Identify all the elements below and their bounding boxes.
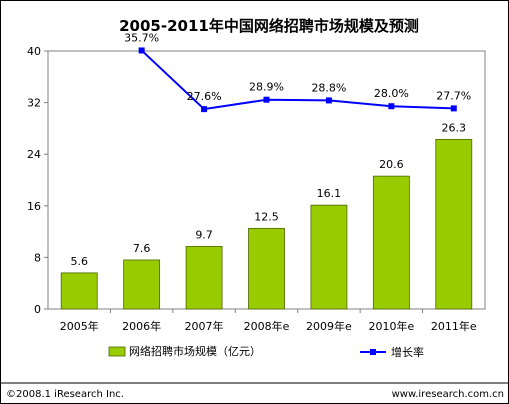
growth-marker <box>201 106 208 113</box>
bar-value-label: 26.3 <box>442 121 467 134</box>
bar-value-label: 16.1 <box>317 187 342 200</box>
growth-line <box>140 49 454 111</box>
growth-marker <box>450 105 457 112</box>
y-tick-label: 8 <box>34 251 41 264</box>
legend-line-marker <box>370 349 376 355</box>
legend-line-label: 增长率 <box>391 345 424 359</box>
y-tick-label: 16 <box>27 200 41 213</box>
x-tick-label: 2006年 <box>122 319 161 333</box>
y-tick-label: 0 <box>34 303 41 316</box>
y-axis-ticks: 0 8 16 24 32 40 <box>27 45 48 316</box>
bar <box>60 272 98 310</box>
bar-value-label: 12.5 <box>254 210 279 223</box>
bar <box>372 175 410 310</box>
bar-value-label: 5.6 <box>70 255 88 268</box>
x-tick-label: 2007年 <box>185 319 224 333</box>
x-tick-label: 2005年 <box>60 319 99 333</box>
chart-title: 2005-2011年中国网络招聘市场规模及预测 <box>119 17 419 35</box>
y-tick-label: 24 <box>27 148 41 161</box>
bar <box>185 246 223 310</box>
footer-copyright: ©2008.1 iResearch Inc. <box>6 389 124 400</box>
footer-website: www.iresearch.com.cn <box>392 389 504 400</box>
growth-marker <box>325 97 332 104</box>
x-tick-label: 2010年e <box>368 319 414 333</box>
growth-value-label: 35.7% <box>124 31 159 44</box>
y-tick-label: 32 <box>27 97 41 110</box>
line-series: 35.7% 27.6% 28.9% 28.8% 28.0% 27.7% <box>124 31 471 113</box>
x-axis-ticks: 2005年 2006年 2007年 2008年e 2009年e 2010年e 2011年e <box>60 309 477 333</box>
growth-value-label: 28.8% <box>311 81 346 94</box>
legend: 网络招聘市场规模（亿元） 增长率 <box>108 344 424 359</box>
bar-value-label: 7.6 <box>133 242 151 255</box>
bar <box>310 204 348 310</box>
bar <box>248 227 285 310</box>
growth-value-label: 28.9% <box>249 81 284 94</box>
growth-marker <box>263 96 270 103</box>
legend-bar-label: 网络招聘市场规模（亿元） <box>129 344 261 358</box>
x-tick-label: 2011年e <box>431 319 477 333</box>
growth-value-label: 28.0% <box>374 87 409 100</box>
growth-value-label: 27.6% <box>187 90 222 103</box>
y-tick-label: 40 <box>27 45 41 58</box>
bar-series: 5.6 7.6 9.7 12.5 16.1 20.6 26.3 <box>60 121 473 310</box>
bar-value-label: 9.7 <box>195 228 213 241</box>
bar-value-label: 20.6 <box>379 158 404 171</box>
x-tick-label: 2008年e <box>244 319 290 333</box>
bar <box>123 259 161 310</box>
x-tick-label: 2009年e <box>306 319 352 333</box>
growth-value-label: 27.7% <box>436 89 471 102</box>
bar <box>435 138 473 310</box>
growth-marker <box>388 103 395 110</box>
growth-marker <box>138 47 145 54</box>
legend-bar-swatch <box>108 346 126 357</box>
